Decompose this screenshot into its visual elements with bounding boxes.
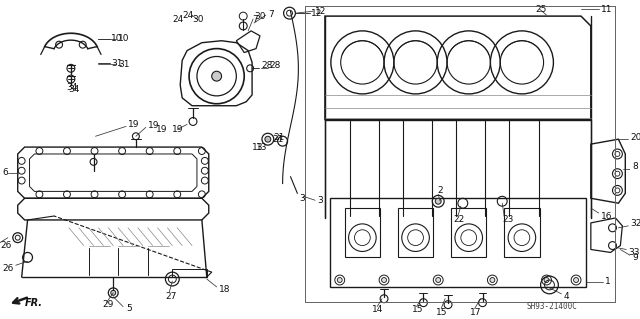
Text: FR.: FR. xyxy=(24,298,43,308)
Text: 12: 12 xyxy=(315,7,326,16)
Text: 15: 15 xyxy=(436,308,448,317)
Text: 32: 32 xyxy=(630,219,640,228)
Text: 8: 8 xyxy=(632,162,638,171)
Text: 25: 25 xyxy=(535,5,547,14)
Text: 3: 3 xyxy=(317,196,323,205)
Bar xyxy=(504,208,540,257)
Text: 1: 1 xyxy=(605,278,611,286)
Text: 3: 3 xyxy=(300,194,305,203)
Circle shape xyxy=(573,278,579,283)
Bar xyxy=(398,208,433,257)
Text: 12: 12 xyxy=(311,9,323,18)
Text: 23: 23 xyxy=(502,215,513,225)
Text: 24: 24 xyxy=(182,11,193,20)
Text: 21: 21 xyxy=(274,133,285,142)
Text: 19: 19 xyxy=(156,125,168,134)
Text: 10: 10 xyxy=(111,34,123,43)
Text: 28: 28 xyxy=(261,61,273,70)
Circle shape xyxy=(544,278,549,283)
Text: 31: 31 xyxy=(111,59,123,68)
Circle shape xyxy=(435,198,441,204)
Text: 27: 27 xyxy=(165,292,177,301)
Text: 13: 13 xyxy=(252,143,264,152)
Text: 22: 22 xyxy=(453,215,464,225)
Text: 26: 26 xyxy=(3,264,14,273)
Text: 26: 26 xyxy=(0,241,12,250)
Text: SH93-21400C: SH93-21400C xyxy=(526,302,577,311)
Circle shape xyxy=(212,71,221,81)
Text: 33: 33 xyxy=(628,248,640,257)
Bar xyxy=(345,208,380,257)
Text: 30: 30 xyxy=(192,15,204,24)
Text: 15: 15 xyxy=(412,305,423,314)
Text: 28: 28 xyxy=(270,61,281,70)
Bar xyxy=(451,208,486,257)
Text: 18: 18 xyxy=(219,286,230,294)
Text: 34: 34 xyxy=(68,85,79,94)
Circle shape xyxy=(265,136,271,142)
Circle shape xyxy=(337,278,342,283)
Text: 5: 5 xyxy=(126,304,132,313)
Text: 19: 19 xyxy=(148,121,159,130)
Text: 9: 9 xyxy=(632,253,638,262)
Circle shape xyxy=(490,278,495,283)
Text: 34: 34 xyxy=(66,83,77,92)
Text: 10: 10 xyxy=(118,34,130,43)
Text: 19: 19 xyxy=(128,120,140,129)
Text: 2: 2 xyxy=(437,186,443,195)
Text: 31: 31 xyxy=(118,60,130,69)
Text: 6: 6 xyxy=(2,168,8,177)
Circle shape xyxy=(381,278,387,283)
Text: 4: 4 xyxy=(563,292,569,301)
Circle shape xyxy=(436,278,441,283)
Text: 13: 13 xyxy=(256,143,268,152)
Text: 20: 20 xyxy=(630,133,640,142)
Text: 17: 17 xyxy=(470,308,481,317)
Text: 29: 29 xyxy=(102,300,114,309)
Text: 30: 30 xyxy=(254,11,266,21)
Text: 11: 11 xyxy=(601,5,612,14)
Text: 21: 21 xyxy=(273,135,284,144)
Circle shape xyxy=(111,290,116,295)
Text: 7: 7 xyxy=(252,15,258,24)
Text: 24: 24 xyxy=(172,15,184,24)
Text: 14: 14 xyxy=(372,305,383,314)
Text: 16: 16 xyxy=(601,211,612,220)
Text: 7: 7 xyxy=(268,10,273,19)
Text: 19: 19 xyxy=(172,125,183,134)
